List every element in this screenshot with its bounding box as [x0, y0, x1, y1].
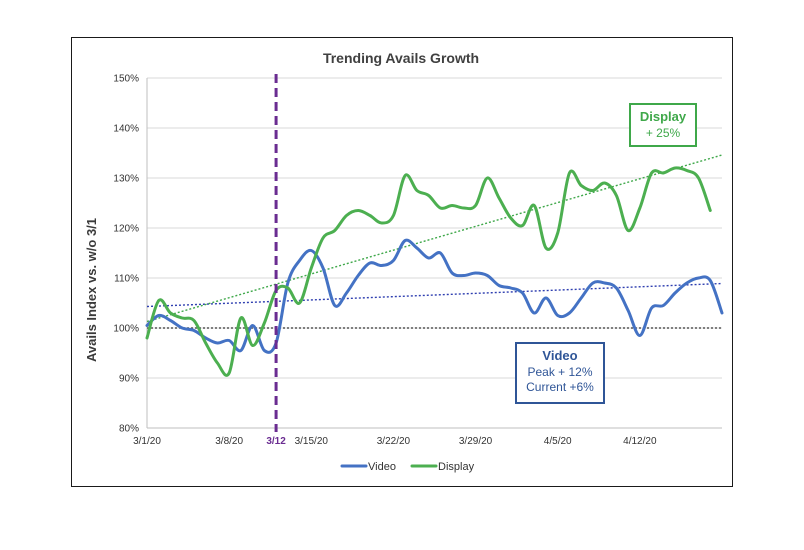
video-annotation-title: Video — [542, 348, 577, 363]
y-tick-label: 90% — [119, 374, 139, 385]
video-legend-label: Video — [368, 461, 396, 473]
y-tick-label: 150% — [113, 74, 139, 85]
y-tick-label: 130% — [113, 174, 139, 185]
display-trendline — [146, 154, 723, 323]
legend: Video Display — [340, 461, 475, 473]
x-tick-label: 4/12/20 — [623, 436, 657, 447]
trendlines — [146, 154, 723, 329]
x-tick-label: 3/22/20 — [377, 436, 411, 447]
video-annotation-line: Current +6% — [526, 380, 594, 394]
annotations: Display + 25% Video Peak + 12%Current +6% — [515, 103, 697, 404]
display-annotation-title: Display — [640, 109, 687, 124]
x-tick-label: 3/15/20 — [295, 436, 329, 447]
line-chart: Trending Avails Growth Avails Index vs. … — [84, 50, 724, 473]
display-series-line — [145, 166, 712, 377]
y-tick-label: 80% — [119, 424, 139, 435]
x-axis-ticks: 3/1/20 3/8/20 3/15/20 3/22/20 3/29/20 4/5/20 4… — [133, 436, 657, 447]
video-annotation-line: Peak + 12% — [527, 365, 592, 379]
event-marker: 3/12 — [266, 74, 286, 447]
event-marker-label: 3/12 — [266, 436, 286, 447]
x-tick-label: 4/5/20 — [544, 436, 572, 447]
y-axis-label: Avails Index vs. w/o 3/1 — [84, 218, 99, 362]
display-annotation-border — [629, 103, 697, 147]
y-axis-ticks: 80% 90% 100% 110% 120% 130% 140% 150% — [113, 74, 139, 435]
y-tick-label: 120% — [113, 224, 139, 235]
display-annotation-box: Display + 25% — [629, 103, 697, 147]
series-lines — [145, 166, 724, 377]
y-tick-label: 110% — [114, 274, 139, 285]
gridlines — [146, 77, 722, 429]
y-tick-label: 100% — [113, 324, 139, 335]
chart-title: Trending Avails Growth — [323, 50, 479, 66]
display-annotation-line: + 25% — [646, 126, 681, 140]
x-tick-label: 3/8/20 — [215, 436, 243, 447]
x-tick-label: 3/1/20 — [133, 436, 161, 447]
video-annotation-border — [515, 342, 605, 404]
x-tick-label: 3/29/20 — [459, 436, 493, 447]
video-annotation-box: Video Peak + 12%Current +6% — [515, 342, 605, 404]
video-trendline — [146, 282, 723, 308]
video-series-line — [145, 238, 724, 354]
y-tick-label: 140% — [113, 124, 139, 135]
chart-frame: Trending Avails Growth Avails Index vs. … — [71, 37, 733, 487]
display-legend-label: Display — [438, 461, 475, 473]
